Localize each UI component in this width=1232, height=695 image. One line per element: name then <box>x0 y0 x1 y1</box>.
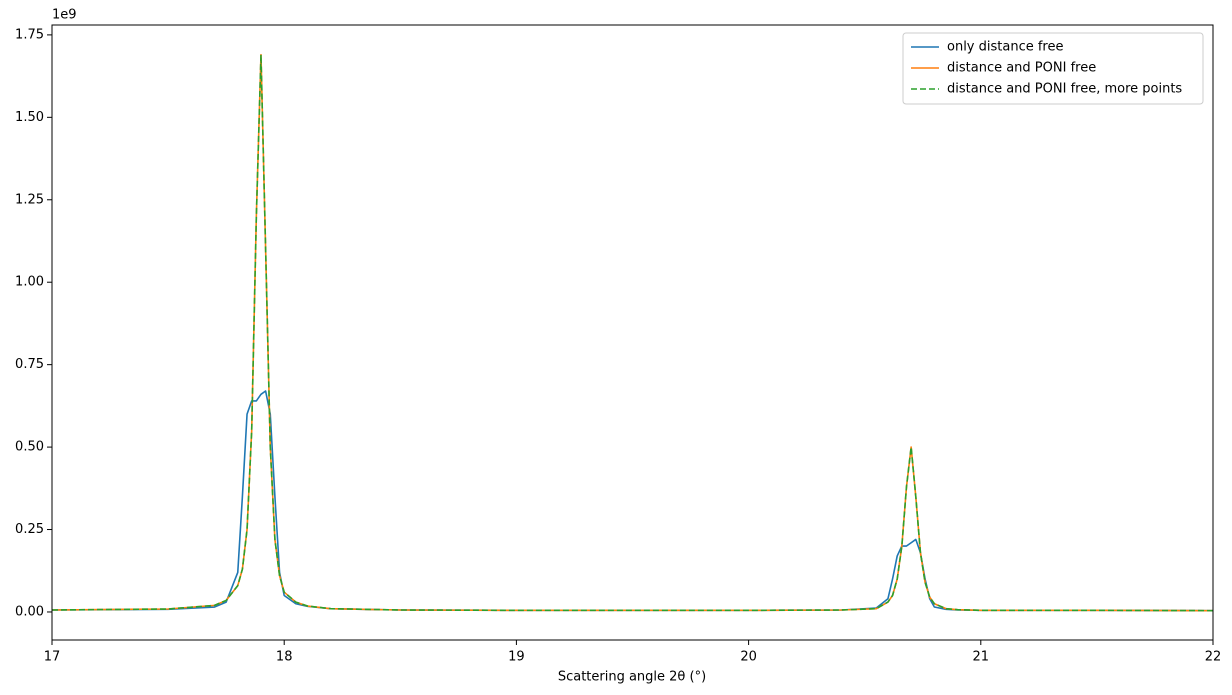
x-tick-label: 21 <box>973 650 990 665</box>
legend-box <box>902 32 1204 105</box>
y-tick-label: 1.00 <box>15 275 44 290</box>
y-tick-label: 0.00 <box>15 604 44 619</box>
y-tick-label: 1.50 <box>15 110 44 125</box>
legend-label: only distance free <box>947 40 1063 55</box>
y-tick-label: 0.25 <box>15 522 44 537</box>
x-tick-label: 19 <box>508 650 525 665</box>
x-axis-label: Scattering angle 2θ (°) <box>558 670 706 685</box>
y-tick-label: 0.75 <box>15 357 44 372</box>
y-offset-label: 1e9 <box>52 8 77 23</box>
x-tick-label: 20 <box>740 650 757 665</box>
y-tick-label: 1.75 <box>15 27 44 42</box>
series-line <box>52 53 1213 612</box>
x-tick-label: 22 <box>1205 650 1222 665</box>
y-tick-label: 1.25 <box>15 192 44 207</box>
plot-frame <box>51 24 1214 641</box>
legend-label: distance and PONI free <box>947 61 1096 76</box>
x-tick-label: 17 <box>44 650 61 665</box>
x-tick-label: 18 <box>276 650 293 665</box>
legend-label: distance and PONI free, more points <box>947 82 1182 97</box>
y-tick-label: 0.50 <box>15 440 44 455</box>
plot-lines <box>52 53 1213 612</box>
